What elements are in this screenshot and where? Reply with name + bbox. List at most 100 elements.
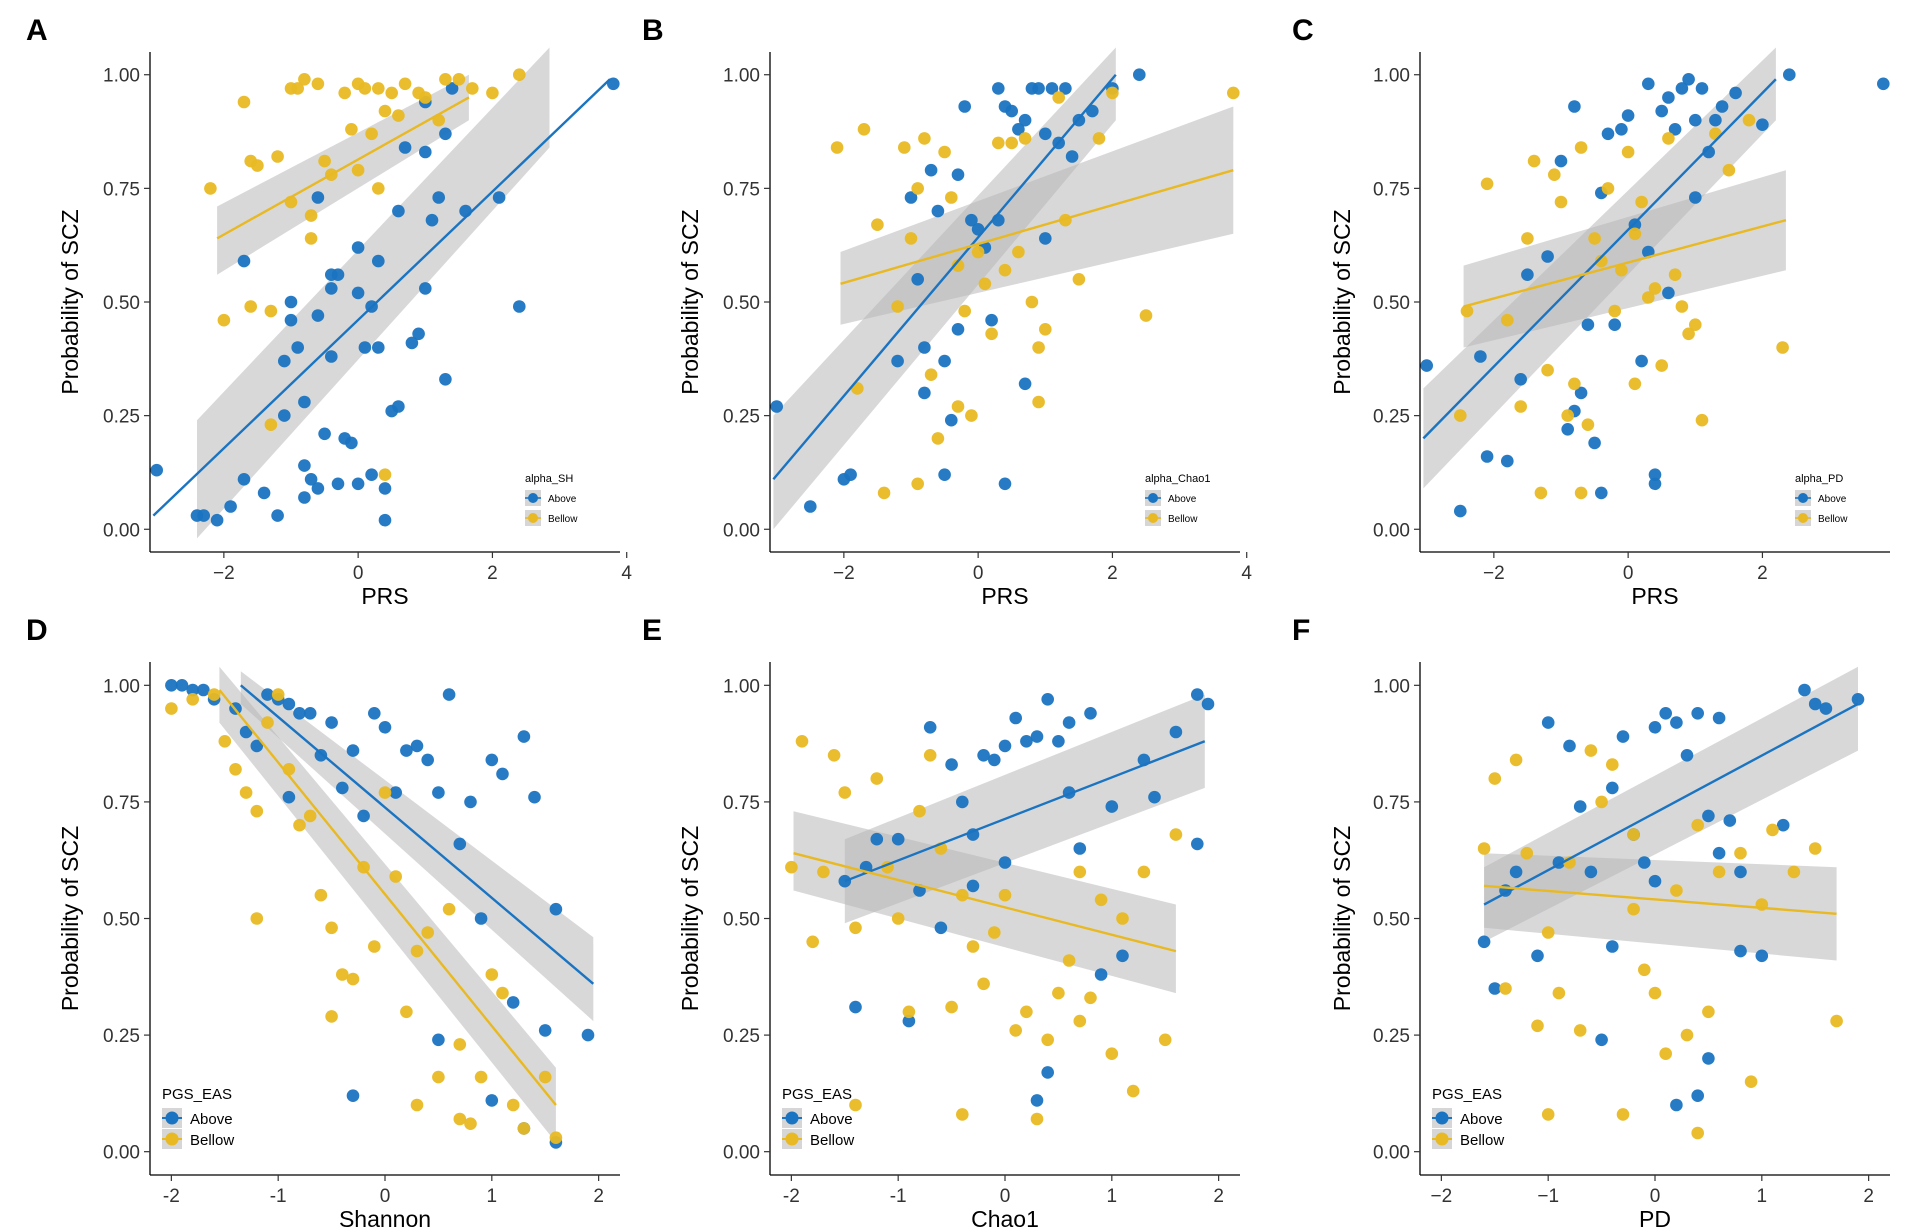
data-point-above [336, 781, 349, 795]
data-point-bellow [951, 259, 965, 272]
data-point-above [958, 100, 971, 113]
data-point-above [442, 688, 456, 701]
data-point-bellow [1158, 1033, 1172, 1047]
legend-key-dot [528, 513, 538, 523]
data-point-bellow [1682, 327, 1695, 341]
data-point-bellow [237, 95, 251, 109]
data-point-bellow [372, 182, 385, 195]
data-point-above [1568, 100, 1581, 113]
data-point-bellow [891, 912, 905, 925]
data-point-bellow [378, 786, 392, 799]
data-point-above [346, 1089, 360, 1102]
data-point-above [1477, 935, 1491, 949]
data-point-bellow [1477, 842, 1491, 855]
data-point-bellow [1691, 1126, 1704, 1140]
data-point-bellow [827, 749, 841, 762]
data-point-above [311, 309, 325, 322]
data-point-bellow [795, 735, 809, 748]
data-point-above [1005, 104, 1018, 118]
x-axis-title: PRS [361, 583, 408, 609]
data-point-bellow [877, 486, 891, 500]
data-point-bellow [1020, 1005, 1033, 1019]
data-point-above [1648, 721, 1662, 734]
panel-letter: D [26, 614, 48, 647]
data-point-above [445, 82, 459, 95]
data-point-bellow [244, 300, 257, 313]
data-point-bellow [806, 935, 819, 949]
data-point-bellow [1675, 300, 1689, 313]
data-point-above [1702, 809, 1715, 823]
fit-line-bellow [218, 689, 557, 1106]
y-tick-label: 0.00 [1373, 1143, 1410, 1164]
data-point-above [278, 409, 291, 422]
data-point-bellow [251, 159, 264, 172]
y-tick-label: 0.00 [103, 1143, 140, 1164]
data-point-above [1734, 944, 1747, 958]
data-point-bellow [1514, 400, 1527, 413]
panel-letter: F [1292, 614, 1310, 647]
legend: PGS_EAS Above Bellow [1432, 1086, 1504, 1149]
y-tick-label: 0.75 [103, 793, 140, 814]
data-point-bellow [931, 432, 945, 445]
y-axis-title: Probability of SCZ [1329, 826, 1355, 1011]
data-point-bellow [1041, 1033, 1054, 1047]
data-point-bellow [1072, 273, 1086, 286]
y-tick-label: 0.50 [723, 910, 760, 931]
data-point-bellow [261, 716, 274, 729]
data-point-above [1009, 711, 1022, 725]
y-tick-label: 1.00 [723, 66, 760, 87]
y-tick-label: 0.00 [723, 520, 760, 541]
data-point-bellow [904, 232, 918, 245]
data-point-above [496, 767, 509, 781]
data-point-bellow [466, 82, 479, 95]
data-point-above [951, 168, 965, 181]
data-point-above [1798, 683, 1811, 697]
data-point-above [432, 1033, 445, 1047]
data-point-bellow [1521, 232, 1534, 245]
legend-title: alpha_Chao1 [1145, 473, 1210, 485]
data-point-above [1691, 707, 1704, 720]
data-point-bellow [1627, 902, 1640, 916]
data-point-bellow [951, 400, 965, 413]
data-point-above [325, 716, 338, 729]
data-point-bellow [985, 327, 998, 341]
data-point-above [849, 1000, 862, 1014]
data-point-above [506, 996, 520, 1009]
data-point-above [237, 254, 251, 268]
data-point-above [1201, 697, 1215, 711]
data-point-above [1018, 377, 1032, 391]
data-point-bellow [506, 1098, 520, 1112]
data-point-bellow [1032, 395, 1045, 409]
data-point-above [1501, 454, 1514, 468]
data-point-bellow [1638, 963, 1651, 977]
data-point-above [419, 282, 432, 295]
legend-label: Bellow [1168, 514, 1198, 525]
data-point-bellow [452, 73, 466, 86]
panel-letter: E [642, 614, 662, 647]
y-tick-label: 0.75 [723, 793, 760, 814]
data-point-bellow [1668, 268, 1682, 282]
y-tick-label: 0.00 [723, 1143, 760, 1164]
data-point-above [844, 468, 857, 482]
data-point-above [485, 1094, 499, 1107]
y-axis-title: Probability of SCZ [677, 826, 703, 1011]
data-point-bellow [1689, 318, 1702, 332]
data-point-above [400, 744, 413, 757]
legend-label: Above [190, 1111, 233, 1128]
data-point-above [392, 204, 405, 218]
legend-key-dot [165, 1132, 179, 1146]
fit-line-bellow [793, 852, 1177, 953]
data-point-bellow [1659, 1047, 1672, 1060]
data-point-bellow [207, 688, 221, 701]
data-point-above [1675, 82, 1689, 95]
data-point-above [1020, 735, 1033, 748]
data-point-above [931, 204, 945, 218]
data-point-bellow [264, 304, 278, 318]
data-point-above [998, 477, 1012, 491]
data-point-above [1715, 100, 1729, 113]
data-point-above [1574, 386, 1588, 400]
data-point-bellow [945, 1000, 958, 1014]
data-point-bellow [314, 888, 328, 902]
data-point-bellow [958, 304, 971, 318]
data-point-bellow [1601, 182, 1615, 195]
